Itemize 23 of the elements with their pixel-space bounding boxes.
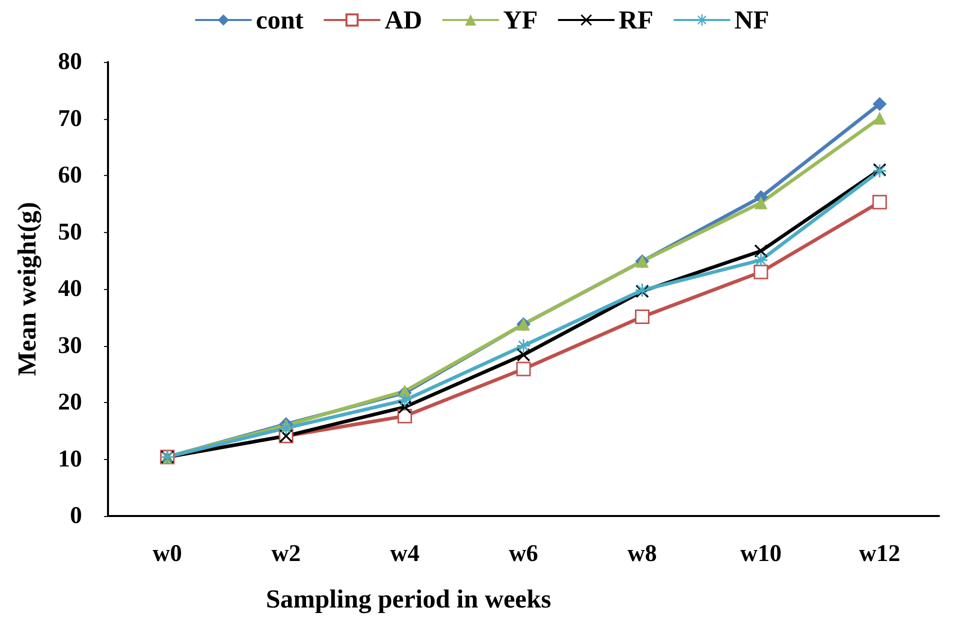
y-tick-label: 70: [58, 106, 82, 132]
y-tick-label: 40: [58, 276, 82, 302]
x-tick-label: w4: [390, 541, 420, 567]
y-axis-title: Mean weight(g): [12, 202, 42, 376]
y-tick-label: 80: [58, 49, 82, 75]
legend-label: RF: [618, 6, 654, 34]
y-tick-label: 60: [58, 162, 82, 188]
x-axis-title: Sampling period in weeks: [266, 584, 552, 614]
x-tick-label: w2: [271, 541, 301, 567]
x-tick-label: w12: [858, 541, 900, 567]
x-tick-label: w10: [740, 541, 782, 567]
x-tick-label: w0: [152, 541, 182, 567]
x-tick-label: w6: [508, 541, 538, 567]
legend-label: AD: [384, 6, 422, 34]
legend-label: NF: [734, 6, 770, 34]
y-tick-label: 10: [58, 446, 82, 472]
y-tick-label: 20: [58, 390, 82, 416]
x-tick-label: w8: [628, 541, 657, 567]
legend-label: YF: [503, 6, 538, 34]
y-tick-label: 0: [70, 503, 82, 529]
y-tick-label: 50: [58, 219, 82, 246]
legend-label: cont: [256, 6, 304, 34]
y-tick-label: 30: [58, 332, 82, 359]
